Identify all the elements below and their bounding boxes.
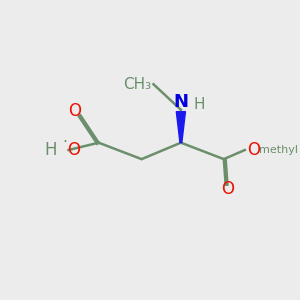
Text: O: O [68,102,81,120]
Text: H: H [194,97,205,112]
Polygon shape [176,112,185,143]
Text: H: H [44,141,57,159]
Text: CH₃: CH₃ [124,77,152,92]
Text: O: O [221,180,234,198]
Text: ·: · [62,135,67,150]
Text: O: O [247,141,260,159]
Text: N: N [173,94,188,112]
Text: O: O [68,141,81,159]
Text: methyl: methyl [260,145,298,155]
